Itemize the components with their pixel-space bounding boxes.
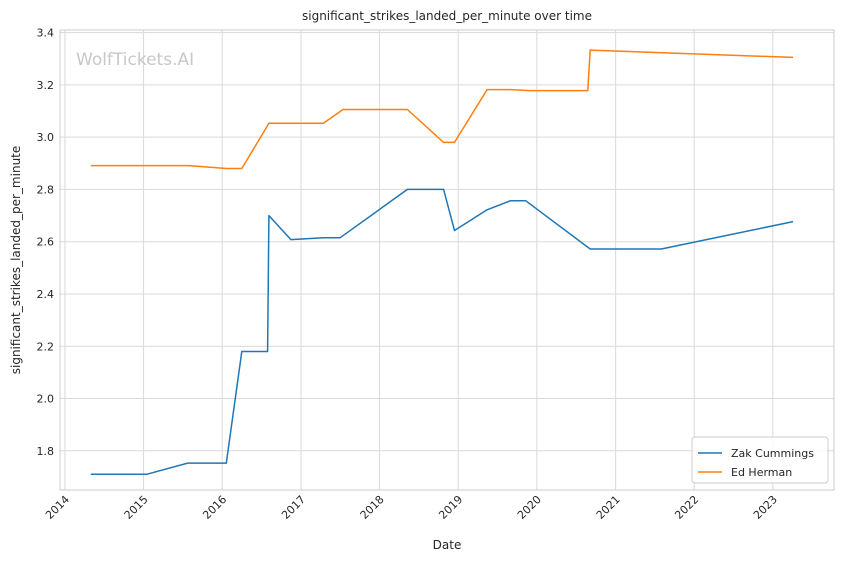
- y-axis-label: significant_strikes_landed_per_minute: [9, 146, 23, 375]
- watermark: WolfTickets.AI: [76, 50, 194, 70]
- y-tick-label: 2.4: [37, 288, 55, 301]
- x-axis-label: Date: [433, 538, 462, 552]
- series-line-ed-herman: [90, 49, 794, 170]
- chart-title: significant_strikes_landed_per_minute ov…: [302, 9, 592, 23]
- legend-box: [691, 436, 829, 484]
- series-layer: [90, 49, 794, 476]
- legend-label: Ed Herman: [731, 466, 792, 479]
- y-tick-label: 2.6: [37, 236, 55, 249]
- legend: Zak Cummings Ed Herman: [691, 436, 829, 484]
- y-tick-label: 2.2: [37, 340, 55, 353]
- y-tick-label: 3.0: [37, 131, 55, 144]
- y-tick-label: 2.0: [37, 393, 55, 406]
- series-line-zak-cummings: [90, 188, 794, 476]
- y-tick-label: 1.8: [37, 445, 55, 458]
- y-tick-label: 3.4: [37, 27, 55, 40]
- tick-labels: 2014 2015 2016 2017 2018 2019 2020 2021 2022 2023…: [37, 27, 780, 522]
- y-tick-label: 2.8: [37, 183, 55, 196]
- legend-label: Zak Cummings: [731, 447, 814, 460]
- plot-frame: [59, 29, 835, 491]
- y-tick-label: 3.2: [37, 79, 55, 92]
